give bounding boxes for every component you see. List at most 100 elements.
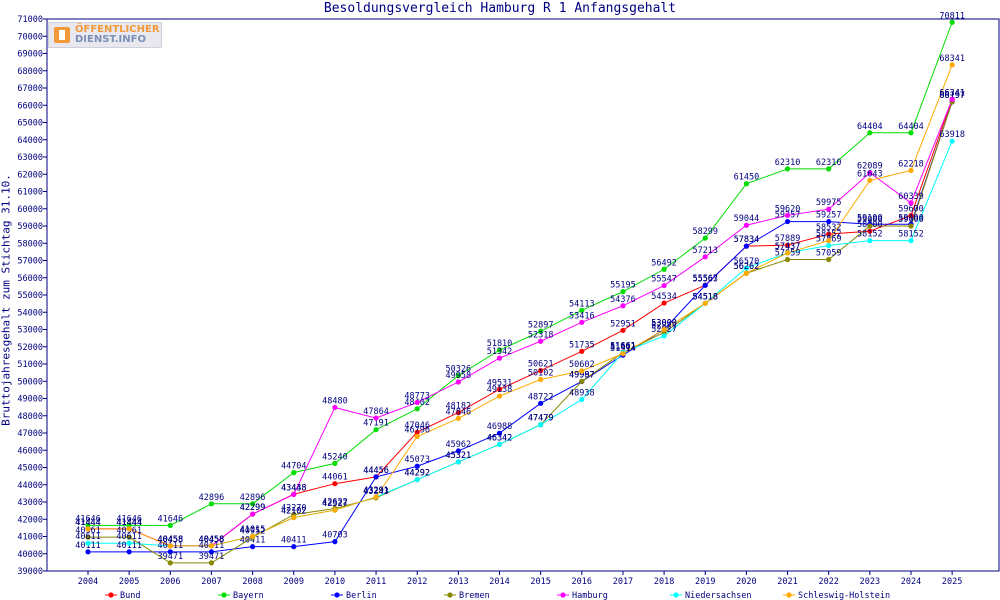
y-tick-label: 55000 — [17, 291, 43, 301]
data-label: 56570 — [734, 257, 760, 267]
data-point — [455, 379, 461, 385]
data-label: 39471 — [158, 552, 184, 562]
data-point — [455, 448, 461, 454]
x-tick-label: 2017 — [613, 577, 633, 587]
data-label: 42896 — [240, 493, 266, 503]
data-point — [867, 130, 873, 136]
data-point — [908, 238, 914, 244]
y-tick-label: 52000 — [17, 343, 43, 353]
data-point — [208, 501, 215, 507]
y-tick-label: 56000 — [17, 274, 43, 284]
data-label: 50102 — [528, 368, 554, 378]
data-point — [332, 481, 338, 487]
series-line-berlin — [88, 101, 953, 553]
data-point — [908, 223, 914, 229]
data-label: 42622 — [322, 498, 348, 508]
data-point — [826, 218, 832, 225]
y-tick-label: 47000 — [17, 429, 43, 439]
data-label: 59257 — [816, 211, 842, 221]
data-point — [620, 327, 626, 333]
data-label: 62218 — [898, 159, 924, 169]
data-point — [167, 543, 173, 549]
data-label: 40458 — [199, 535, 225, 545]
legend-label: Niedersachsen — [685, 591, 752, 600]
data-label: 39471 — [199, 552, 225, 562]
data-point — [167, 522, 173, 528]
data-label: 45321 — [446, 451, 472, 461]
legend-marker — [334, 592, 340, 598]
data-point — [332, 404, 338, 411]
data-point — [291, 514, 297, 521]
data-point — [250, 511, 256, 517]
data-label: 54534 — [651, 292, 677, 302]
data-label: 52318 — [528, 330, 554, 340]
y-tick-label: 51000 — [17, 360, 43, 370]
data-point — [661, 333, 667, 339]
x-tick-label: 2023 — [860, 577, 880, 587]
data-point — [579, 396, 585, 403]
data-point — [208, 543, 215, 549]
data-label: 49138 — [487, 385, 513, 395]
data-point — [167, 549, 173, 555]
data-point — [784, 212, 791, 218]
y-tick-label: 43000 — [17, 498, 43, 508]
data-label: 45962 — [446, 440, 472, 450]
data-label: 68341 — [939, 54, 965, 64]
data-point — [208, 560, 215, 566]
x-tick-label: 2005 — [119, 577, 139, 587]
data-label: 61643 — [857, 169, 883, 179]
data-point — [496, 355, 503, 361]
data-label: 43448 — [281, 483, 307, 493]
data-point — [126, 526, 132, 532]
x-tick-label: 2013 — [448, 577, 468, 587]
data-point — [949, 96, 955, 102]
data-label: 52827 — [651, 321, 677, 331]
data-point — [373, 415, 379, 421]
data-point — [538, 400, 544, 406]
y-tick-label: 66000 — [17, 101, 43, 111]
data-point — [579, 307, 585, 313]
legend-label: Bund — [120, 591, 140, 600]
data-point — [414, 406, 420, 412]
data-point — [867, 238, 873, 244]
data-label: 47191 — [363, 419, 389, 429]
x-tick-label: 2018 — [654, 577, 674, 587]
data-label: 66341 — [939, 88, 965, 98]
data-label: 54113 — [569, 299, 595, 309]
data-label: 43243 — [363, 487, 389, 497]
data-label: 44292 — [404, 469, 430, 479]
data-label: 41646 — [116, 514, 142, 524]
data-label: 64404 — [898, 122, 924, 132]
data-label: 59100 — [857, 213, 883, 223]
data-label: 40111 — [116, 541, 142, 551]
data-point — [455, 459, 461, 465]
data-point — [496, 430, 503, 436]
data-point — [702, 254, 708, 260]
data-point — [579, 319, 585, 325]
data-label: 42270 — [281, 504, 307, 514]
legend-marker — [447, 592, 453, 598]
data-label: 55195 — [610, 281, 636, 291]
data-label: 70811 — [939, 11, 965, 21]
data-point — [538, 338, 544, 344]
data-point — [250, 501, 256, 507]
data-label: 59620 — [775, 204, 801, 214]
data-label: 41646 — [75, 514, 101, 524]
data-point — [455, 373, 461, 379]
data-label: 49958 — [446, 371, 472, 381]
data-point — [620, 289, 626, 295]
data-label: 53000 — [651, 319, 677, 329]
y-tick-label: 48000 — [17, 412, 43, 422]
logo: ÖFFENTLICHER DIENST.INFO — [48, 22, 162, 48]
data-label: 44456 — [363, 466, 389, 476]
x-tick-label: 2007 — [201, 577, 221, 587]
data-point — [826, 206, 832, 212]
data-label: 48182 — [446, 402, 472, 412]
data-point — [949, 62, 955, 68]
data-label: 59975 — [816, 198, 842, 208]
data-label: 61450 — [734, 173, 760, 183]
data-point — [85, 540, 91, 546]
data-point — [908, 213, 914, 219]
data-point — [826, 166, 832, 172]
